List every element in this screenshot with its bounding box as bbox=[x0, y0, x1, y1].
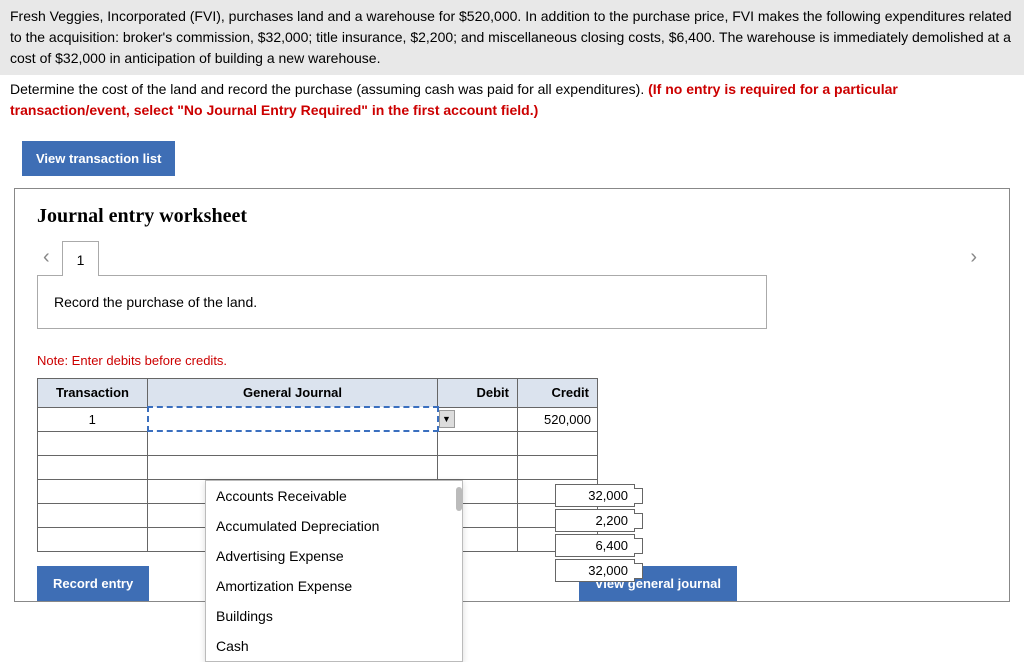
cell-transaction[interactable] bbox=[38, 527, 148, 551]
dropdown-option[interactable]: Buildings bbox=[206, 601, 462, 631]
cell-general-journal[interactable] bbox=[148, 455, 438, 479]
th-debit: Debit bbox=[438, 379, 518, 408]
worksheet-title: Journal entry worksheet bbox=[37, 205, 987, 228]
table-row bbox=[38, 431, 598, 455]
next-icon[interactable]: › bbox=[964, 246, 983, 269]
dropdown-option[interactable]: Accumulated Depreciation bbox=[206, 511, 462, 541]
instruction-row: Determine the cost of the land and recor… bbox=[0, 75, 1024, 129]
th-credit: Credit bbox=[518, 379, 598, 408]
cell-transaction[interactable] bbox=[38, 503, 148, 527]
dropdown-option[interactable]: Amortization Expense bbox=[206, 571, 462, 601]
instruction-plain: Determine the cost of the land and recor… bbox=[10, 81, 648, 97]
note-text: Note: Enter debits before credits. bbox=[37, 353, 987, 368]
cell-general-journal-active[interactable]: ▼ bbox=[148, 407, 438, 431]
dropdown-option[interactable]: Accounts Receivable bbox=[206, 481, 462, 511]
cell-credit[interactable] bbox=[518, 431, 598, 455]
cell-transaction[interactable]: 1 bbox=[38, 407, 148, 431]
cell-debit[interactable] bbox=[438, 431, 518, 455]
tab-nav: ‹ 1 › bbox=[37, 240, 987, 275]
record-entry-button[interactable]: Record entry bbox=[37, 566, 149, 601]
view-transaction-list-button[interactable]: View transaction list bbox=[22, 141, 175, 176]
floating-value[interactable]: 2,200 bbox=[555, 509, 635, 532]
floating-debit-stack: 32,000 2,200 6,400 32,000 bbox=[555, 484, 635, 584]
floating-value[interactable]: 32,000 bbox=[555, 559, 635, 582]
entry-prompt: Record the purchase of the land. bbox=[37, 275, 767, 329]
prev-icon[interactable]: ‹ bbox=[37, 246, 56, 269]
scrollbar-thumb[interactable] bbox=[456, 487, 462, 511]
cell-transaction[interactable] bbox=[38, 431, 148, 455]
cell-transaction[interactable] bbox=[38, 479, 148, 503]
dropdown-option[interactable]: Cash bbox=[206, 631, 462, 661]
worksheet-panel: Journal entry worksheet ‹ 1 › Record the… bbox=[14, 188, 1010, 602]
cell-credit[interactable]: 520,000 bbox=[518, 407, 598, 431]
floating-value[interactable]: 6,400 bbox=[555, 534, 635, 557]
cell-debit[interactable] bbox=[438, 455, 518, 479]
cell-transaction[interactable] bbox=[38, 455, 148, 479]
table-row bbox=[38, 455, 598, 479]
page-tab-1[interactable]: 1 bbox=[62, 241, 100, 276]
floating-value[interactable]: 32,000 bbox=[555, 484, 635, 507]
dropdown-arrow-icon[interactable]: ▼ bbox=[439, 410, 455, 428]
th-transaction: Transaction bbox=[38, 379, 148, 408]
question-text: Fresh Veggies, Incorporated (FVI), purch… bbox=[10, 8, 1012, 66]
th-general-journal: General Journal bbox=[148, 379, 438, 408]
dropdown-option[interactable]: Advertising Expense bbox=[206, 541, 462, 571]
cell-credit[interactable] bbox=[518, 455, 598, 479]
table-row: 1 ▼ 520,000 bbox=[38, 407, 598, 431]
question-background: Fresh Veggies, Incorporated (FVI), purch… bbox=[0, 0, 1024, 75]
account-dropdown[interactable]: Accounts Receivable Accumulated Deprecia… bbox=[205, 480, 463, 662]
cell-general-journal[interactable] bbox=[148, 431, 438, 455]
